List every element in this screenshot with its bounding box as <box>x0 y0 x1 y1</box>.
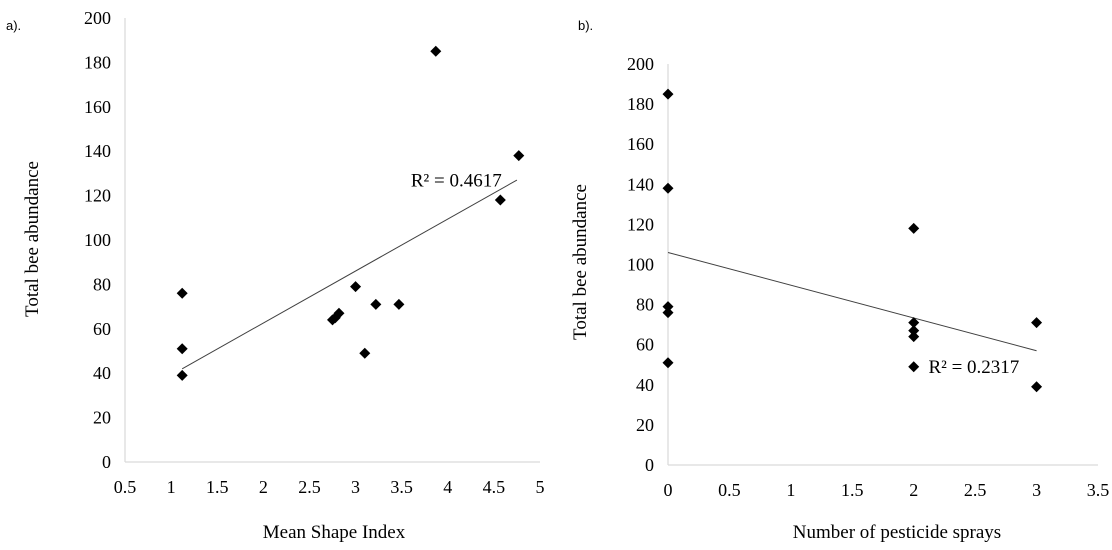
data-point-b <box>908 331 920 343</box>
x-tick-label-a: 0.5 <box>114 477 137 497</box>
x-tick-label-a: 4 <box>443 477 452 497</box>
data-point-b <box>908 222 920 234</box>
y-tick-label-b: 20 <box>636 415 654 435</box>
r-squared-label-a: R² = 0.4617 <box>411 171 502 192</box>
data-point-a <box>370 298 382 310</box>
x-tick-label-a: 4.5 <box>483 477 506 497</box>
data-point-b <box>662 357 674 369</box>
panel-label-a: a). <box>6 18 21 33</box>
data-point-b <box>908 317 920 329</box>
y-tick-label-a: 0 <box>102 452 111 472</box>
x-tick-label-b: 2 <box>909 480 918 500</box>
y-tick-label-b: 180 <box>627 94 654 114</box>
x-tick-label-a: 1.5 <box>206 477 229 497</box>
y-tick-label-a: 40 <box>93 363 111 383</box>
data-point-b <box>662 307 674 319</box>
y-tick-label-a: 120 <box>84 186 111 206</box>
y-tick-label-b: 60 <box>636 335 654 355</box>
x-tick-label-b: 0.5 <box>718 480 741 500</box>
x-tick-label-b: 0 <box>664 480 673 500</box>
data-point-a <box>513 150 525 162</box>
y-tick-label-b: 100 <box>627 255 654 275</box>
y-tick-label-b: 40 <box>636 375 654 395</box>
data-point-a <box>333 307 345 319</box>
x-tick-label-a: 2.5 <box>298 477 321 497</box>
chart-b: b). Total bee abundance Number of pestic… <box>570 18 1109 543</box>
y-axis-title-b: Total bee abundance <box>570 184 591 340</box>
y-tick-label-a: 80 <box>93 274 111 294</box>
data-point-b <box>1031 381 1043 393</box>
x-tick-label-a: 1 <box>167 477 176 497</box>
y-tick-label-b: 80 <box>636 295 654 315</box>
data-point-a <box>430 45 442 57</box>
y-tick-label-a: 160 <box>84 97 111 117</box>
y-tick-label-a: 60 <box>93 319 111 339</box>
x-tick-label-b: 1 <box>786 480 795 500</box>
data-point-b <box>908 361 920 373</box>
data-point-b <box>662 88 674 100</box>
data-point-a <box>393 298 405 310</box>
trendline-b <box>667 251 1037 352</box>
r-squared-label-b: R² = 0.2317 <box>928 357 1019 378</box>
x-tick-label-a: 3 <box>351 477 360 497</box>
x-axis-title-a: Mean Shape Index <box>263 522 406 543</box>
data-point-a <box>359 347 371 359</box>
y-tick-label-b: 140 <box>627 174 654 194</box>
panel-label-b: b). <box>578 18 593 33</box>
x-tick-label-a: 3.5 <box>390 477 413 497</box>
x-axis-title-b: Number of pesticide sprays <box>793 522 1001 543</box>
y-tick-label-b: 200 <box>627 54 654 74</box>
y-tick-label-a: 20 <box>93 408 111 428</box>
data-point-b <box>662 301 674 313</box>
y-tick-label-a: 140 <box>84 141 111 161</box>
y-tick-label-b: 160 <box>627 134 654 154</box>
chart-a: a). Total bee abundance Mean Shape Index… <box>6 8 545 543</box>
x-tick-label-b: 1.5 <box>841 480 864 500</box>
trendline-a <box>181 179 518 370</box>
y-tick-label-a: 200 <box>84 8 111 28</box>
y-tick-label-a: 100 <box>84 230 111 250</box>
x-tick-label-b: 2.5 <box>964 480 987 500</box>
data-point-b <box>908 325 920 337</box>
data-point-b <box>1031 317 1043 329</box>
data-point-a <box>494 194 506 206</box>
x-tick-label-a: 2 <box>259 477 268 497</box>
y-tick-label-b: 0 <box>645 455 654 475</box>
data-point-a <box>176 343 188 355</box>
x-tick-label-a: 5 <box>536 477 545 497</box>
y-tick-label-b: 120 <box>627 214 654 234</box>
data-point-b <box>662 182 674 194</box>
y-axis-title-a: Total bee abundance <box>22 161 43 317</box>
data-point-a <box>176 369 188 381</box>
data-point-a <box>176 287 188 299</box>
data-point-a <box>350 281 362 293</box>
x-tick-label-b: 3.5 <box>1087 480 1110 500</box>
x-tick-label-b: 3 <box>1032 480 1041 500</box>
y-tick-label-a: 180 <box>84 52 111 72</box>
